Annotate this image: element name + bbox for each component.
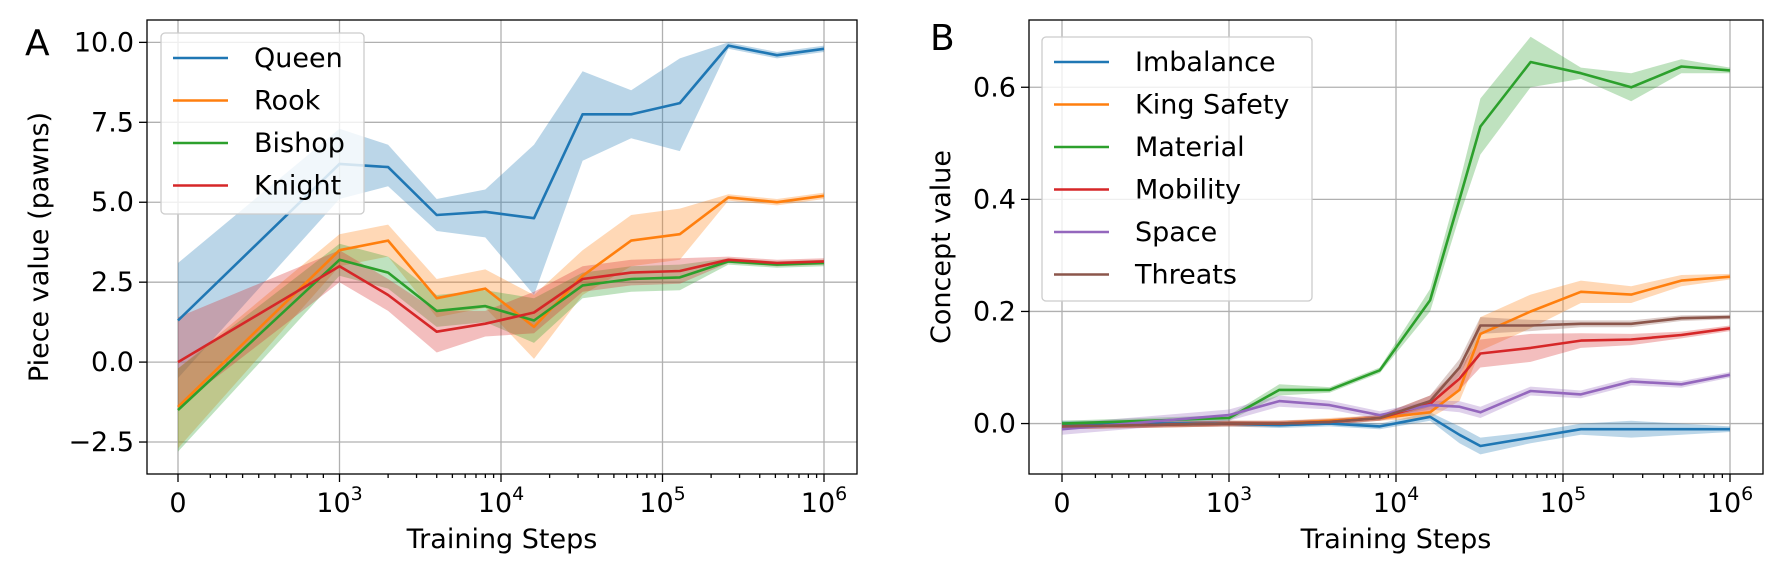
panel-letter: A xyxy=(25,23,50,64)
legend-item-threats: Threats xyxy=(1054,260,1237,291)
legend-box xyxy=(1041,36,1313,302)
x-tick-base: 10 xyxy=(639,488,673,519)
x-tick-base: 10 xyxy=(801,488,835,519)
x-tick-label: 105 xyxy=(1540,483,1586,519)
legend-label: Imbalance xyxy=(1135,47,1276,78)
x-tick-label: 104 xyxy=(1373,483,1419,519)
y-axis-label: Concept value xyxy=(926,150,957,344)
x-tick-label: 0 xyxy=(1053,488,1070,519)
x-tick-exponent: 5 xyxy=(674,483,686,505)
x-tick-label: 103 xyxy=(316,483,362,519)
legend: Imbalance King Safety Material Mobility Spac… xyxy=(1041,36,1313,302)
legend: Queen Rook Bishop Knight xyxy=(160,32,365,215)
legend-label: Bishop xyxy=(254,128,345,159)
series-line-threats xyxy=(1061,315,1731,428)
panel-a: 0 103 104 105 106−2.50.02.55.07.510.0Trainin… xyxy=(24,19,858,555)
series-line-knight xyxy=(177,258,825,364)
band-mobility xyxy=(1062,325,1730,430)
x-tick-exponent: 3 xyxy=(351,483,363,505)
series-line-bishop xyxy=(177,258,825,412)
y-tick-label: 5.0 xyxy=(91,187,134,218)
x-tick-label: 105 xyxy=(639,483,685,519)
series-line-space xyxy=(1061,373,1731,431)
y-tick-label: 7.5 xyxy=(91,107,134,138)
band-queen xyxy=(178,42,824,379)
legend-label: Threats xyxy=(1134,260,1237,291)
x-tick-label: 104 xyxy=(478,483,524,519)
panel-letter: B xyxy=(930,18,955,59)
y-tick-label: 0.2 xyxy=(973,296,1016,327)
plot-frame xyxy=(146,19,858,475)
legend-label: King Safety xyxy=(1135,90,1289,121)
series-line-queen xyxy=(177,44,825,322)
legend-item-king-safety: King Safety xyxy=(1054,90,1289,121)
legend-label: Rook xyxy=(254,86,321,117)
legend-item-rook: Rook xyxy=(173,86,321,117)
x-tick-exponent: 6 xyxy=(835,483,847,505)
y-tick-label: 2.5 xyxy=(91,267,134,298)
x-tick-label: 103 xyxy=(1206,483,1252,519)
x-tick-exponent: 4 xyxy=(512,483,524,505)
legend-label: Material xyxy=(1135,132,1245,163)
x-tick-base: 10 xyxy=(1373,488,1407,519)
x-tick-base: 10 xyxy=(1206,488,1240,519)
series-lines xyxy=(1061,60,1731,448)
x-tick-base: 10 xyxy=(478,488,512,519)
x-tick-exponent: 5 xyxy=(1574,483,1586,505)
x-tick-base: 10 xyxy=(1540,488,1574,519)
y-tick-label: 10.0 xyxy=(74,27,134,58)
legend-item-space: Space xyxy=(1054,217,1217,248)
x-tick-base: 10 xyxy=(316,488,350,519)
legend-item-bishop: Bishop xyxy=(173,128,345,159)
y-tick-label: 0.0 xyxy=(91,347,134,378)
x-tick-label: 0 xyxy=(169,488,186,519)
x-tick-exponent: 4 xyxy=(1407,483,1419,505)
x-tick-label: 106 xyxy=(801,483,847,519)
x-axis-label: Training Steps xyxy=(406,524,598,555)
legend-box xyxy=(160,32,365,215)
x-tick-label: 106 xyxy=(1707,483,1753,519)
y-axis-ticks: 0.0 0.2 0.4 0.6 xyxy=(973,72,1029,440)
series-lines xyxy=(177,44,825,412)
y-axis-label: Piece value (pawns) xyxy=(24,112,55,382)
legend-label: Mobility xyxy=(1135,175,1241,206)
legend-item-material: Material xyxy=(1054,132,1245,163)
x-tick-exponent: 3 xyxy=(1240,483,1252,505)
y-tick-label: 0.4 xyxy=(973,184,1016,215)
x-tick-base: 0 xyxy=(1053,488,1070,519)
legend-item-mobility: Mobility xyxy=(1054,175,1241,206)
legend-item-imbalance: Imbalance xyxy=(1054,47,1276,78)
series-line-material xyxy=(1061,60,1731,425)
x-axis-ticks: 0 103 104 105 106 xyxy=(1053,474,1753,519)
legend-item-queen: Queen xyxy=(173,43,343,74)
x-tick-exponent: 6 xyxy=(1741,483,1753,505)
y-tick-label: −2.5 xyxy=(68,427,134,458)
band-king-safety xyxy=(1062,273,1730,430)
x-tick-base: 0 xyxy=(169,488,186,519)
legend-item-knight: Knight xyxy=(173,171,341,202)
y-axis-ticks: −2.5 0.0 2.5 5.0 7.5 10.0 xyxy=(68,27,147,458)
y-tick-label: 0.6 xyxy=(973,72,1016,103)
legend-label: Queen xyxy=(254,43,343,74)
series-line-imbalance xyxy=(1062,415,1730,448)
legend-label: Space xyxy=(1135,217,1217,248)
x-axis-ticks: 0 103 104 105 106 xyxy=(169,474,847,519)
legend-label: Knight xyxy=(254,171,341,202)
x-tick-base: 10 xyxy=(1707,488,1741,519)
x-axis-label: Training Steps xyxy=(1300,524,1492,555)
y-tick-label: 0.0 xyxy=(973,409,1016,440)
band-knight xyxy=(178,250,824,407)
